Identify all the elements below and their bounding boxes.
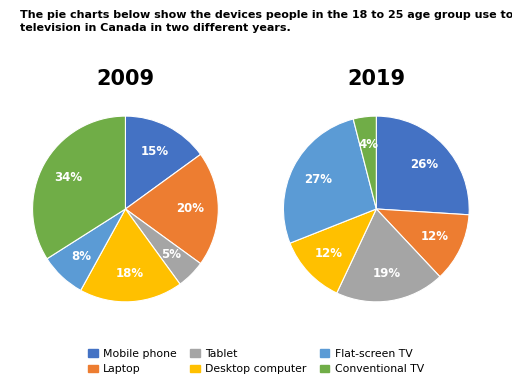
Wedge shape (353, 116, 376, 209)
Wedge shape (33, 116, 125, 259)
Legend: Mobile phone, Laptop, Tablet, Desktop computer, Flat-screen TV, Conventional TV: Mobile phone, Laptop, Tablet, Desktop co… (85, 346, 427, 378)
Text: 20%: 20% (177, 202, 204, 216)
Wedge shape (376, 209, 469, 277)
Wedge shape (125, 209, 201, 284)
Text: The pie charts below show the devices people in the 18 to 25 age group use to wa: The pie charts below show the devices pe… (20, 10, 512, 33)
Text: 5%: 5% (161, 248, 181, 262)
Wedge shape (47, 209, 125, 290)
Text: 4%: 4% (358, 138, 378, 151)
Wedge shape (81, 209, 180, 302)
Text: 26%: 26% (410, 158, 438, 171)
Text: 15%: 15% (141, 145, 169, 158)
Title: 2019: 2019 (347, 68, 406, 89)
Wedge shape (376, 116, 469, 215)
Title: 2009: 2009 (96, 68, 155, 89)
Wedge shape (284, 119, 376, 243)
Wedge shape (337, 209, 440, 302)
Text: 12%: 12% (315, 247, 343, 260)
Text: 19%: 19% (372, 267, 400, 280)
Text: 8%: 8% (71, 250, 91, 263)
Text: 34%: 34% (54, 171, 82, 184)
Text: 27%: 27% (305, 173, 332, 186)
Wedge shape (290, 209, 376, 293)
Wedge shape (125, 116, 201, 209)
Wedge shape (125, 154, 218, 264)
Text: 12%: 12% (421, 230, 449, 243)
Text: 18%: 18% (116, 267, 143, 280)
